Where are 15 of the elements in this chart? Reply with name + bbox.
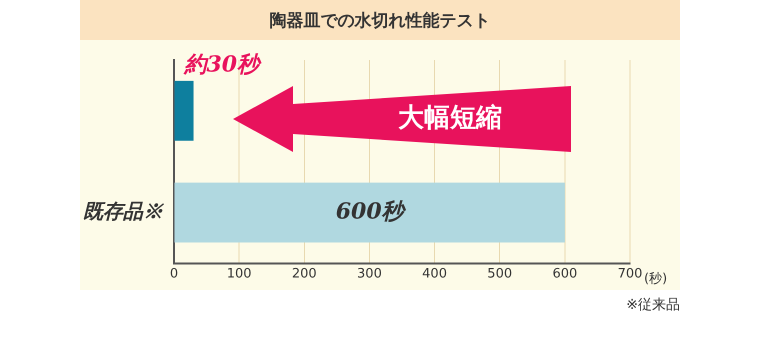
x-tick-label: 200 — [292, 266, 317, 282]
x-tick-label: 400 — [422, 266, 447, 282]
x-tick-label: 700 — [618, 266, 642, 282]
x-tick-label: 300 — [357, 266, 382, 282]
text: ※従来品 — [626, 296, 680, 314]
x-tick-label: 100 — [226, 266, 252, 282]
data-label: 約30秒 — [182, 52, 262, 78]
x-tick-label: 0 — [170, 266, 178, 282]
x-axis-title: (秒) — [644, 271, 668, 286]
data-label: 600秒 — [336, 198, 407, 224]
x-tick-label: 500 — [487, 266, 512, 282]
y-tick-label: 既存品※ — [83, 198, 165, 223]
chart-title: 陶器皿での水切れ性能テスト — [80, 0, 680, 40]
x-tick-label: 600 — [552, 266, 578, 282]
annotation: 大幅短縮 — [397, 102, 503, 135]
